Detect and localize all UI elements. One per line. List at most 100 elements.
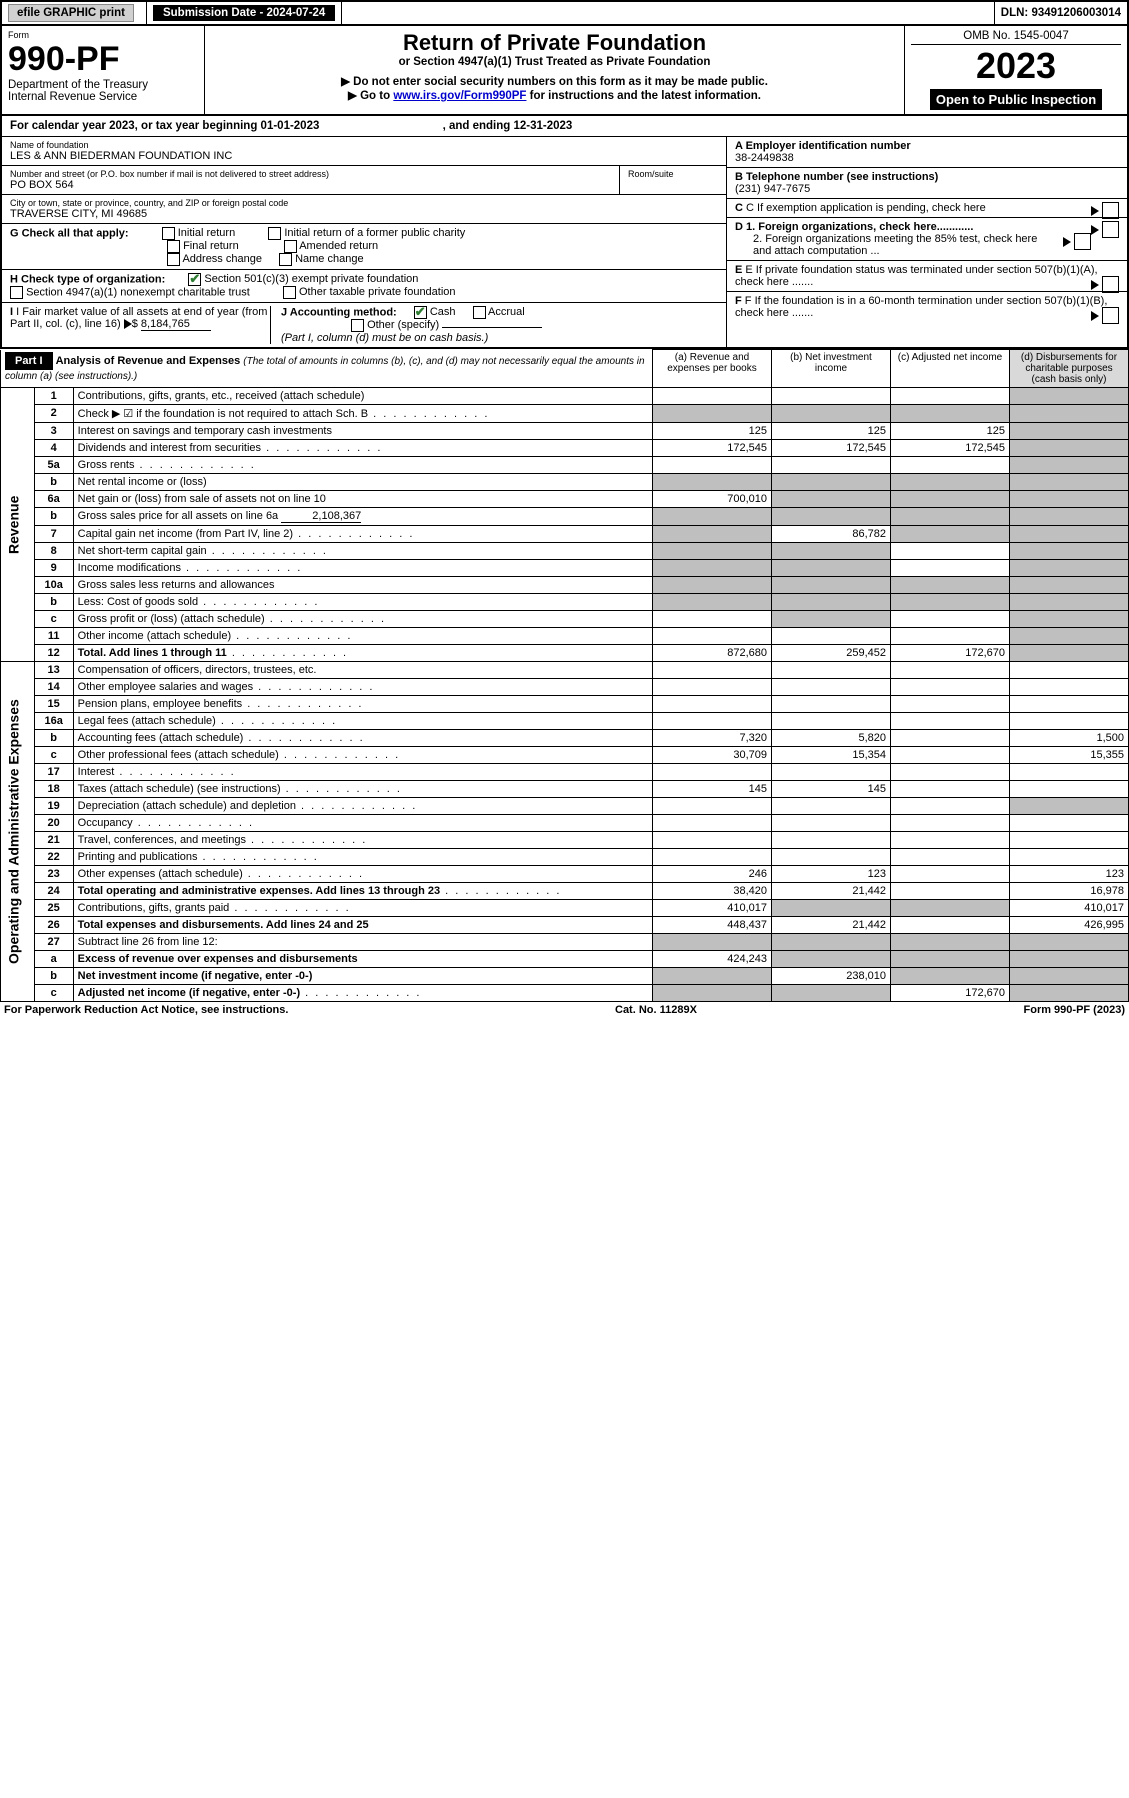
amended-return-checkbox[interactable] [284, 240, 297, 253]
street: PO BOX 564 [10, 179, 611, 191]
h-501: Section 501(c)(3) exempt private foundat… [204, 273, 418, 285]
cell [772, 491, 891, 508]
info-left: Name of foundation LES & ANN BIEDERMAN F… [2, 137, 726, 347]
d1-label: D 1. Foreign organizations, check here..… [735, 221, 973, 233]
triangle-icon [1091, 311, 1099, 321]
h-other-checkbox[interactable] [283, 286, 296, 299]
cell [891, 713, 1010, 730]
cell: 125 [772, 423, 891, 440]
j-other-checkbox[interactable] [351, 319, 364, 332]
line-description: Taxes (attach schedule) (see instruction… [73, 781, 652, 798]
line-description: Other employee salaries and wages [73, 679, 652, 696]
c-checkbox[interactable] [1102, 202, 1119, 219]
col-b-header: (b) Net investment income [772, 350, 891, 388]
cell [653, 968, 772, 985]
line-description: Net investment income (if negative, ente… [73, 968, 652, 985]
e-checkbox[interactable] [1102, 276, 1119, 293]
line-number: 14 [34, 679, 73, 696]
cell [891, 798, 1010, 815]
initial-return-checkbox[interactable] [162, 227, 175, 240]
line-number: b [34, 508, 73, 526]
header-mid: Return of Private Foundation or Section … [205, 26, 905, 114]
part1-title: Analysis of Revenue and Expenses [56, 355, 241, 367]
cell: 7,320 [653, 730, 772, 747]
cell: 21,442 [772, 883, 891, 900]
cell: 30,709 [653, 747, 772, 764]
cell: 410,017 [1010, 900, 1129, 917]
line-description: Interest [73, 764, 652, 781]
cell [772, 832, 891, 849]
table-row: 8Net short-term capital gain [1, 543, 1129, 560]
cell [1010, 474, 1129, 491]
table-row: bNet rental income or (loss) [1, 474, 1129, 491]
cell [1010, 440, 1129, 457]
cell [891, 781, 1010, 798]
table-row: 9Income modifications [1, 560, 1129, 577]
cell [1010, 696, 1129, 713]
line-description: Depreciation (attach schedule) and deple… [73, 798, 652, 815]
cell [891, 628, 1010, 645]
line-number: b [34, 730, 73, 747]
table-row: 3Interest on savings and temporary cash … [1, 423, 1129, 440]
cell: 15,354 [772, 747, 891, 764]
cell [1010, 577, 1129, 594]
g-name: Name change [295, 253, 364, 265]
foundation-name: LES & ANN BIEDERMAN FOUNDATION INC [10, 150, 718, 162]
table-row: cAdjusted net income (if negative, enter… [1, 985, 1129, 1002]
line-description: Printing and publications [73, 849, 652, 866]
cell [891, 594, 1010, 611]
cell: 86,782 [772, 526, 891, 543]
initial-former-checkbox[interactable] [268, 227, 281, 240]
cell [1010, 764, 1129, 781]
line-description: Compensation of officers, directors, tru… [73, 662, 652, 679]
cell [891, 388, 1010, 405]
table-row: bGross sales price for all assets on lin… [1, 508, 1129, 526]
f-checkbox[interactable] [1102, 307, 1119, 324]
street-label: Number and street (or P.O. box number if… [10, 169, 611, 179]
j-note: (Part I, column (d) must be on cash basi… [281, 332, 488, 344]
cell [1010, 491, 1129, 508]
j-cash-checkbox[interactable] [414, 306, 427, 319]
line-description: Dividends and interest from securities [73, 440, 652, 457]
h-501-checkbox[interactable] [188, 273, 201, 286]
j-accrual-checkbox[interactable] [473, 306, 486, 319]
d1-checkbox[interactable] [1102, 221, 1119, 238]
cell: 238,010 [772, 968, 891, 985]
d2-checkbox[interactable] [1074, 233, 1091, 250]
table-row: 2Check ▶ ☑ if the foundation is not requ… [1, 405, 1129, 423]
cell [772, 696, 891, 713]
cell: 1,500 [1010, 730, 1129, 747]
cell [1010, 968, 1129, 985]
cell: 172,670 [891, 645, 1010, 662]
cell [1010, 423, 1129, 440]
goto-link[interactable]: www.irs.gov/Form990PF [393, 90, 526, 102]
cell [891, 526, 1010, 543]
cell [772, 543, 891, 560]
line-description: Gross sales less returns and allowances [73, 577, 652, 594]
cell [891, 543, 1010, 560]
final-return-checkbox[interactable] [167, 240, 180, 253]
efile-button[interactable]: efile GRAPHIC print [8, 4, 134, 22]
line-number: 12 [34, 645, 73, 662]
cal-year-b: , and ending 12-31-2023 [443, 120, 573, 132]
goto-post: for instructions and the latest informat… [526, 90, 761, 102]
address-change-checkbox[interactable] [167, 253, 180, 266]
cell [653, 457, 772, 474]
f-label: F If the foundation is in a 60-month ter… [735, 295, 1107, 319]
cell [891, 508, 1010, 526]
j-label: J Accounting method: [281, 306, 397, 318]
h-4947-checkbox[interactable] [10, 286, 23, 299]
g-address: Address change [182, 253, 262, 265]
table-row: 11Other income (attach schedule) [1, 628, 1129, 645]
cell: 246 [653, 866, 772, 883]
form-label: Form [8, 30, 198, 40]
cell [772, 934, 891, 951]
cell [772, 560, 891, 577]
name-change-checkbox[interactable] [279, 253, 292, 266]
line-description: Pension plans, employee benefits [73, 696, 652, 713]
cell [772, 798, 891, 815]
table-row: 19Depreciation (attach schedule) and dep… [1, 798, 1129, 815]
cell [653, 679, 772, 696]
cell [653, 508, 772, 526]
line-description: Check ▶ ☑ if the foundation is not requi… [73, 405, 652, 423]
